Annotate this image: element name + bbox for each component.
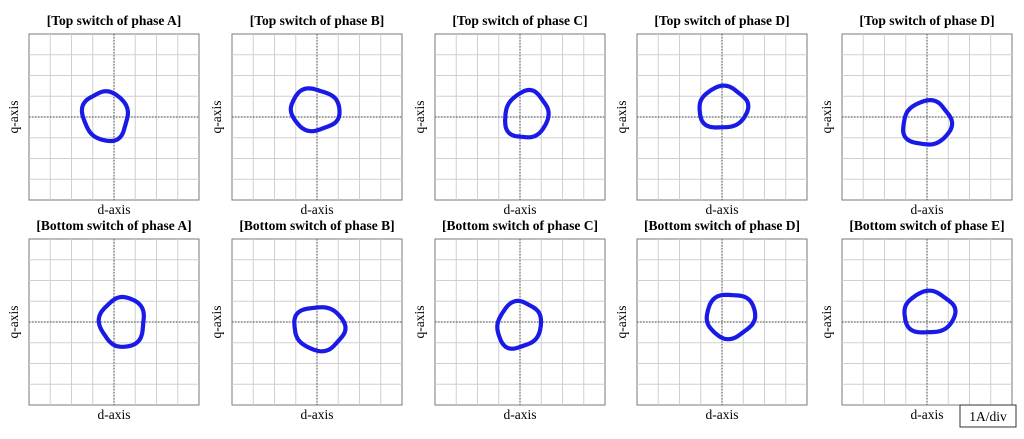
panel-1: [Top switch of phase A] d-axis q-axis — [6, 13, 200, 217]
y-axis-label: q-axis — [6, 306, 21, 339]
panel-6: [Bottom switch of phase A] d-axis q-axis — [6, 218, 200, 422]
current-trajectory — [292, 305, 348, 354]
panel-title: [Top switch of phase D] — [859, 13, 994, 28]
panel-4: [Top switch of phase D] d-axis q-axis — [614, 13, 808, 217]
x-axis-label: d-axis — [301, 202, 334, 217]
y-axis-label: q-axis — [412, 101, 427, 134]
scale-box — [959, 404, 1017, 428]
scale-indicator: 1A/div — [959, 404, 1017, 428]
x-axis-label: d-axis — [706, 202, 739, 217]
panel-8: [Bottom switch of phase C] d-axis q-axis — [412, 218, 606, 422]
current-trajectory — [503, 87, 551, 140]
scale-label: 1A/div — [969, 409, 1007, 424]
x-axis-label: d-axis — [98, 202, 131, 217]
panel-title: [Bottom switch of phase B] — [239, 218, 394, 233]
current-trajectory — [902, 288, 958, 335]
panel-title: [Top switch of phase D] — [654, 13, 789, 28]
x-axis-label: d-axis — [98, 407, 131, 422]
y-axis-label: q-axis — [209, 306, 224, 339]
panel-title: [Bottom switch of phase D] — [644, 218, 800, 233]
panel-title: [Top switch of phase A] — [47, 13, 182, 28]
x-axis-label: d-axis — [301, 407, 334, 422]
y-axis-label: q-axis — [412, 306, 427, 339]
current-trajectory — [901, 98, 955, 147]
x-axis-label: d-axis — [911, 407, 944, 422]
x-axis-label: d-axis — [706, 407, 739, 422]
panel-9: [Bottom switch of phase D] d-axis q-axis — [614, 218, 808, 422]
y-axis-label: q-axis — [614, 101, 629, 134]
panel-title: [Bottom switch of phase A] — [36, 218, 191, 233]
current-trajectory — [704, 292, 758, 342]
x-axis-label: d-axis — [504, 407, 537, 422]
current-trajectory — [96, 294, 146, 349]
current-trajectory — [495, 298, 544, 351]
y-axis-label: q-axis — [6, 101, 21, 134]
panel-3: [Top switch of phase C] d-axis q-axis — [412, 13, 606, 217]
panel-title: [Top switch of phase B] — [250, 13, 385, 28]
y-axis-label: q-axis — [819, 306, 834, 339]
current-trajectory — [697, 83, 751, 130]
panel-10: [Bottom switch of phase E] d-axis q-axis — [819, 218, 1013, 422]
panel-title: [Bottom switch of phase E] — [849, 218, 1004, 233]
y-axis-label: q-axis — [614, 306, 629, 339]
panel-5: [Top switch of phase D] d-axis q-axis — [819, 13, 1013, 217]
panel-7: [Bottom switch of phase B] d-axis q-axis — [209, 218, 403, 422]
x-axis-label: d-axis — [911, 202, 944, 217]
panel-title: [Top switch of phase C] — [452, 13, 587, 28]
panel-2: [Top switch of phase B] d-axis q-axis — [209, 13, 403, 217]
y-axis-label: q-axis — [209, 101, 224, 134]
x-axis-label: d-axis — [504, 202, 537, 217]
y-axis-label: q-axis — [819, 101, 834, 134]
panel-title: [Bottom switch of phase C] — [442, 218, 598, 233]
current-trajectory — [288, 86, 342, 134]
current-trajectory — [79, 89, 130, 144]
